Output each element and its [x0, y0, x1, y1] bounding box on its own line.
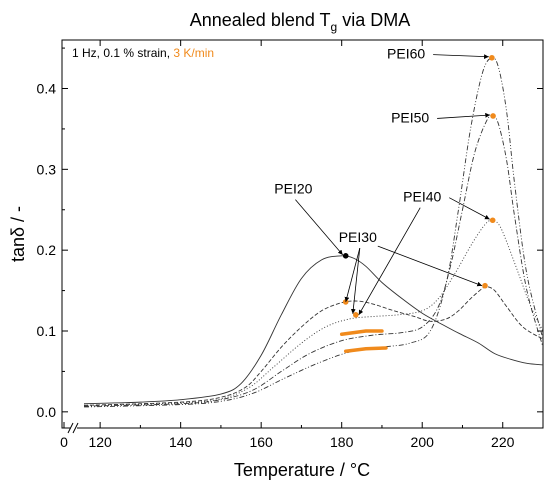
test-conditions: 1 Hz, 0.1 % strain, 3 K/min [72, 46, 214, 60]
annotation-arrow [344, 247, 361, 303]
x-tick-label: 180 [330, 434, 354, 450]
series-line-pei30 [84, 285, 543, 406]
x-tick-label: 200 [411, 434, 435, 450]
tg-bar [343, 346, 388, 353]
axis-break-mark [72, 422, 79, 434]
annotation-arrow [350, 248, 361, 314]
conditions-prefix: 1 Hz, 0.1 % strain, [72, 46, 173, 60]
y-axis-label: tanδ / - [8, 206, 28, 262]
annotation-arrow [437, 112, 491, 119]
title-main: Annealed blend T [190, 10, 331, 30]
data-point-marker [490, 113, 496, 119]
data-point-marker [342, 299, 349, 305]
data-point-marker [489, 54, 495, 61]
x-tick-label: 140 [169, 434, 193, 450]
annotation-label: PEI40 [403, 189, 441, 205]
axis-break-mark [67, 422, 74, 434]
axis-labels: Temperature / °C tanδ / - [8, 206, 370, 480]
series-layer [84, 57, 543, 408]
y-tick-label: 0.3 [37, 161, 57, 177]
series-line-pei60 [84, 57, 543, 408]
tg-bar [339, 329, 384, 336]
axis-ticks: 120 140 160 180 200 220 00.0 0.1 0.2 0.3 0.4 [37, 40, 543, 450]
data-point-marker [482, 282, 488, 289]
title-suffix: via DMA [337, 10, 410, 30]
y-tick-label: 0.2 [37, 242, 57, 258]
x-tick-label: 160 [249, 434, 273, 450]
annotation-label: PEI50 [391, 109, 429, 125]
annotation-layer: PEI60 PEI50 PEI40 PEI30 PEI20 [274, 46, 491, 316]
chart-title: Annealed blend Tg via DMA [190, 10, 411, 34]
x-break-tick-label: 0 [60, 434, 68, 450]
y-tick-label: 0.0 [37, 404, 57, 420]
annotation-arrow [433, 54, 489, 59]
data-point-marker [352, 312, 359, 318]
series-line-pei20 [84, 255, 543, 405]
annotation-label: PEI60 [387, 46, 425, 62]
annotation-arrow [377, 245, 483, 287]
marker-layer [342, 54, 496, 318]
x-tick-label: 120 [88, 434, 112, 450]
y-tick-label: 0.4 [37, 81, 57, 97]
plot-frame [61, 39, 544, 429]
data-point-marker [342, 253, 349, 259]
data-point-marker [489, 217, 496, 224]
annotation-arrow [295, 199, 344, 256]
axis-break-gap [71, 424, 77, 432]
x-axis-label: Temperature / °C [234, 460, 370, 480]
svg-text:Annealed blend Tg via DMA: Annealed blend Tg via DMA [190, 10, 411, 34]
title-subscript: g [331, 20, 338, 34]
annotation-arrow [449, 197, 490, 220]
series-line-pei40 [84, 219, 543, 406]
y-tick-label: 0.1 [37, 323, 57, 339]
series-line-pei50 [84, 115, 543, 407]
annotation-arrow [358, 207, 421, 316]
annotation-label: PEI20 [274, 181, 312, 197]
x-tick-label: 220 [491, 434, 515, 450]
annotation-label: PEI30 [339, 229, 377, 245]
conditions-rate: 3 K/min [173, 46, 214, 60]
